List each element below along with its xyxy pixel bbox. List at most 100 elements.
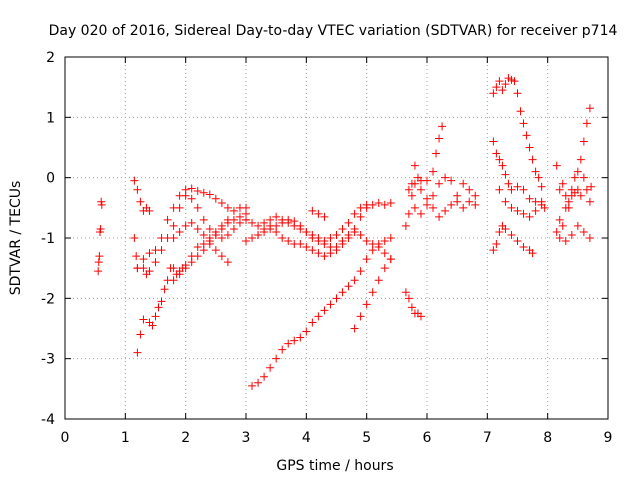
data-point — [248, 234, 257, 242]
data-point — [94, 267, 103, 276]
data-point — [175, 227, 184, 236]
data-point — [513, 89, 522, 98]
data-point — [516, 107, 525, 116]
data-point — [136, 330, 145, 339]
data-point — [492, 83, 501, 92]
data-point — [139, 264, 148, 273]
data-point — [489, 246, 498, 255]
data-point — [459, 179, 468, 188]
data-point — [489, 89, 498, 98]
data-point — [495, 155, 504, 164]
data-point — [579, 137, 588, 146]
data-point — [513, 206, 522, 215]
data-point — [350, 276, 359, 285]
data-point — [223, 258, 232, 267]
data-point — [211, 246, 220, 255]
data-point — [248, 381, 257, 390]
data-point — [492, 149, 501, 158]
data-point — [260, 224, 269, 233]
data-point — [356, 203, 365, 212]
data-point — [217, 252, 226, 261]
data-point — [380, 264, 389, 273]
x-tick-label: 4 — [302, 430, 311, 446]
data-point — [438, 122, 447, 131]
x-tick-label: 3 — [242, 430, 251, 446]
data-point — [540, 203, 549, 212]
data-point — [410, 161, 419, 170]
data-point — [356, 230, 365, 239]
data-point — [266, 363, 275, 372]
data-point — [380, 249, 389, 258]
data-point — [453, 197, 462, 206]
data-point — [573, 167, 582, 176]
y-tick-label: -3 — [41, 352, 55, 368]
data-point — [552, 161, 561, 170]
x-tick-label: 6 — [423, 430, 432, 446]
data-point — [193, 224, 202, 233]
data-point — [302, 327, 311, 336]
data-point — [242, 237, 250, 246]
data-point — [407, 303, 416, 312]
data-point — [525, 212, 534, 221]
data-point — [552, 227, 561, 236]
data-point — [338, 224, 347, 233]
data-point — [447, 176, 456, 185]
data-point — [95, 252, 104, 261]
chart-title: Day 020 of 2016, Sidereal Day-to-day VTE… — [49, 23, 618, 39]
data-point — [350, 209, 359, 218]
data-point — [193, 243, 202, 252]
data-point — [136, 197, 145, 206]
data-point — [175, 203, 184, 212]
data-point — [489, 137, 498, 146]
data-point — [362, 200, 371, 209]
data-point — [555, 185, 564, 194]
data-point — [338, 237, 347, 246]
data-point — [302, 227, 311, 236]
data-point — [582, 119, 591, 128]
data-point — [531, 167, 540, 176]
data-point — [139, 255, 148, 264]
y-axis-label: SDTVAR / TECUs — [8, 181, 24, 296]
data-point — [447, 200, 456, 209]
data-point — [332, 230, 341, 239]
data-point — [404, 294, 413, 303]
data-point — [401, 221, 410, 230]
data-point — [555, 234, 564, 242]
data-point — [187, 184, 196, 193]
data-point — [587, 182, 596, 191]
data-point — [573, 185, 582, 194]
data-point — [534, 173, 543, 182]
data-point — [163, 215, 172, 224]
data-point — [181, 221, 190, 230]
data-point — [374, 199, 383, 208]
data-point — [522, 131, 531, 140]
data-point — [558, 221, 567, 230]
data-point — [344, 282, 353, 291]
data-point — [362, 255, 371, 264]
data-point — [435, 134, 444, 143]
data-point — [308, 246, 317, 255]
data-point — [187, 194, 196, 203]
data-point — [248, 218, 257, 227]
data-point — [564, 197, 573, 206]
data-point — [211, 194, 220, 203]
y-tick-label: -2 — [41, 291, 55, 307]
data-point — [139, 315, 148, 324]
data-point — [223, 203, 232, 212]
data-point — [344, 218, 353, 227]
data-point — [296, 221, 305, 230]
data-point — [374, 276, 383, 285]
data-point — [350, 227, 359, 236]
data-point — [308, 230, 317, 239]
data-point — [217, 234, 226, 242]
data-point — [441, 206, 450, 215]
data-point — [308, 318, 317, 327]
data-point — [132, 252, 141, 261]
data-point — [374, 240, 383, 249]
y-tick-label: -4 — [41, 412, 55, 428]
data-point — [465, 197, 474, 206]
data-point — [537, 182, 546, 191]
data-point — [585, 197, 594, 206]
data-point — [501, 170, 510, 179]
